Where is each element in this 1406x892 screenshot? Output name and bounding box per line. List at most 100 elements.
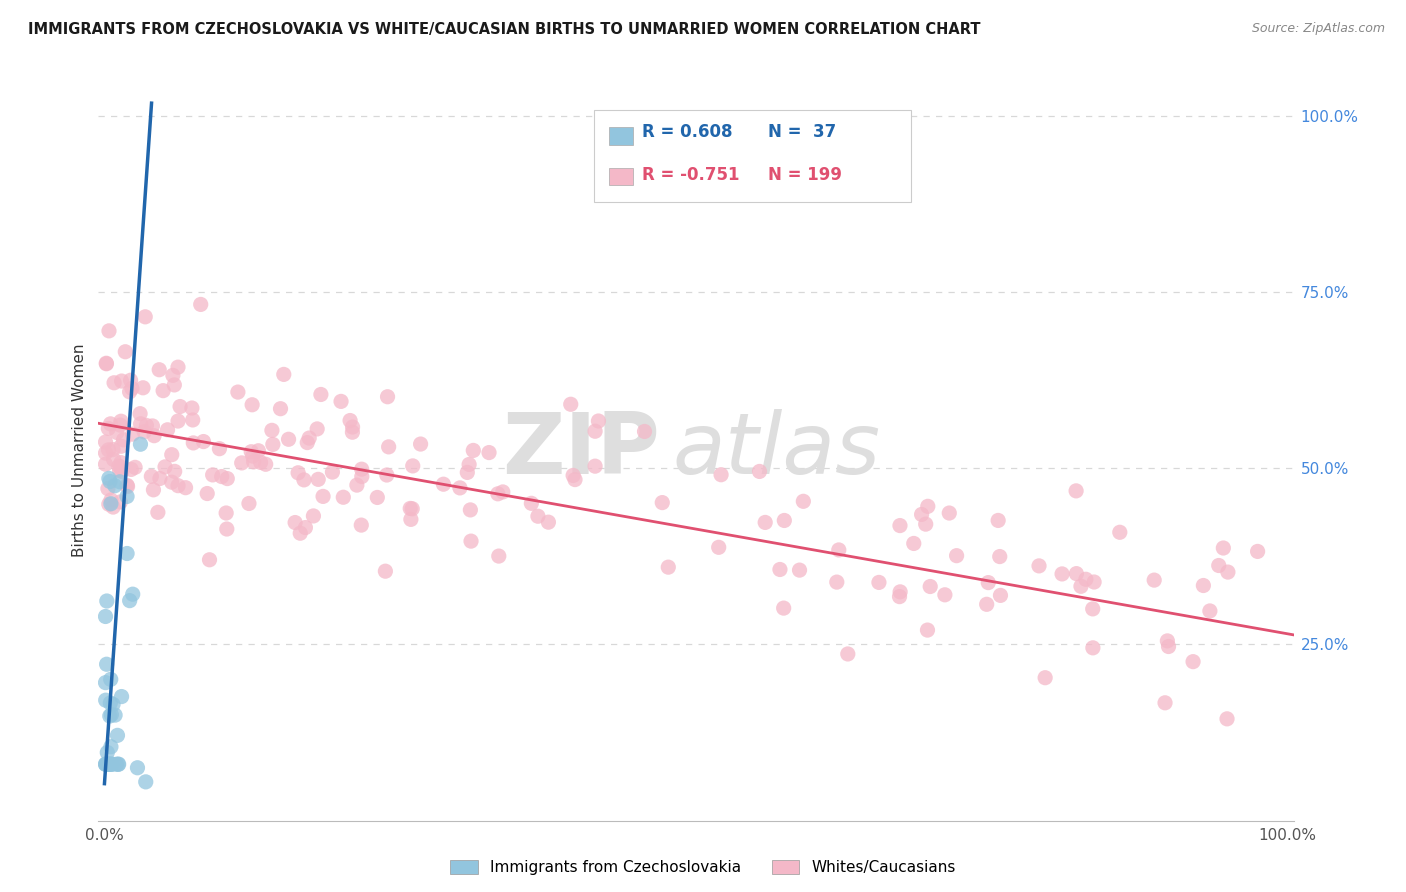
Point bbox=[240, 398, 263, 412]
Point bbox=[181, 413, 204, 427]
Point bbox=[118, 384, 141, 399]
Text: ZIP: ZIP bbox=[502, 409, 661, 492]
Point bbox=[1074, 572, 1097, 586]
Point bbox=[96, 594, 118, 608]
Point bbox=[198, 553, 221, 567]
Point bbox=[100, 497, 122, 511]
Point bbox=[103, 452, 125, 467]
Point bbox=[108, 475, 131, 489]
Point bbox=[242, 449, 264, 463]
Point bbox=[97, 471, 120, 485]
Point bbox=[707, 541, 730, 555]
Point bbox=[97, 757, 120, 772]
Point bbox=[564, 473, 586, 487]
Point bbox=[135, 418, 157, 433]
Point bbox=[104, 479, 127, 493]
Point bbox=[117, 479, 139, 493]
Point bbox=[1192, 578, 1215, 592]
Point bbox=[94, 457, 117, 471]
Point bbox=[146, 505, 169, 519]
Point bbox=[828, 543, 851, 558]
Point bbox=[94, 609, 117, 624]
Point bbox=[297, 435, 319, 450]
Point bbox=[350, 518, 373, 533]
Point bbox=[112, 433, 135, 447]
Point bbox=[399, 512, 422, 526]
Point bbox=[583, 459, 606, 474]
Point bbox=[917, 623, 939, 637]
Point bbox=[920, 580, 942, 594]
Point bbox=[307, 472, 329, 486]
Point bbox=[242, 455, 264, 469]
Point bbox=[1066, 566, 1088, 581]
Text: R = -0.751: R = -0.751 bbox=[643, 166, 740, 184]
Text: IMMIGRANTS FROM CZECHOSLOVAKIA VS WHITE/CAUCASIAN BIRTHS TO UNMARRIED WOMEN CORR: IMMIGRANTS FROM CZECHOSLOVAKIA VS WHITE/… bbox=[28, 22, 980, 37]
Point bbox=[633, 425, 655, 439]
Point bbox=[889, 590, 911, 604]
Point bbox=[772, 601, 794, 615]
Point bbox=[988, 549, 1011, 564]
Point bbox=[231, 456, 253, 470]
Point bbox=[527, 509, 550, 524]
Point bbox=[141, 469, 163, 483]
Y-axis label: Births to Unmarried Women: Births to Unmarried Women bbox=[72, 343, 87, 558]
Point bbox=[773, 513, 796, 527]
Point bbox=[249, 455, 271, 469]
Point bbox=[1208, 558, 1230, 573]
Point bbox=[298, 431, 321, 445]
Point bbox=[789, 563, 811, 577]
Point bbox=[101, 442, 124, 457]
Point bbox=[1028, 558, 1050, 573]
Text: Source: ZipAtlas.com: Source: ZipAtlas.com bbox=[1251, 22, 1385, 36]
Point bbox=[201, 467, 224, 482]
Point bbox=[240, 444, 263, 458]
Point bbox=[910, 508, 932, 522]
Point bbox=[342, 420, 364, 434]
Point bbox=[98, 696, 121, 710]
Point bbox=[135, 775, 157, 789]
Point bbox=[163, 378, 186, 392]
Point bbox=[1050, 566, 1073, 581]
Point bbox=[167, 360, 190, 375]
Point bbox=[108, 463, 131, 477]
Point bbox=[103, 376, 125, 390]
Point bbox=[492, 485, 515, 500]
Point bbox=[1216, 712, 1239, 726]
Point bbox=[1081, 640, 1104, 655]
Point bbox=[868, 575, 890, 590]
Point bbox=[1154, 696, 1177, 710]
FancyBboxPatch shape bbox=[595, 110, 911, 202]
Point bbox=[976, 597, 998, 611]
Point bbox=[94, 757, 117, 772]
Point bbox=[889, 585, 911, 599]
Point bbox=[1156, 633, 1178, 648]
Point bbox=[129, 437, 152, 451]
Point bbox=[583, 424, 606, 438]
Point bbox=[96, 746, 118, 760]
Point bbox=[458, 458, 481, 472]
Point bbox=[120, 462, 142, 476]
Point bbox=[96, 757, 118, 772]
Point bbox=[167, 414, 190, 428]
Point bbox=[284, 516, 307, 530]
Point bbox=[332, 490, 354, 504]
Point bbox=[124, 460, 146, 475]
Point bbox=[402, 458, 425, 473]
Point bbox=[463, 443, 485, 458]
Point bbox=[163, 464, 186, 478]
Point bbox=[1143, 573, 1166, 587]
Point bbox=[100, 757, 122, 772]
Point bbox=[945, 549, 967, 563]
Point bbox=[226, 385, 249, 400]
Point bbox=[110, 439, 132, 453]
Point bbox=[366, 491, 388, 505]
Point bbox=[339, 413, 361, 427]
Point bbox=[121, 587, 143, 601]
Point bbox=[107, 757, 129, 772]
Point bbox=[129, 407, 152, 421]
Point bbox=[141, 419, 163, 434]
Point bbox=[934, 588, 956, 602]
Point bbox=[1081, 602, 1104, 616]
Point bbox=[401, 501, 423, 516]
Point bbox=[1070, 579, 1092, 593]
